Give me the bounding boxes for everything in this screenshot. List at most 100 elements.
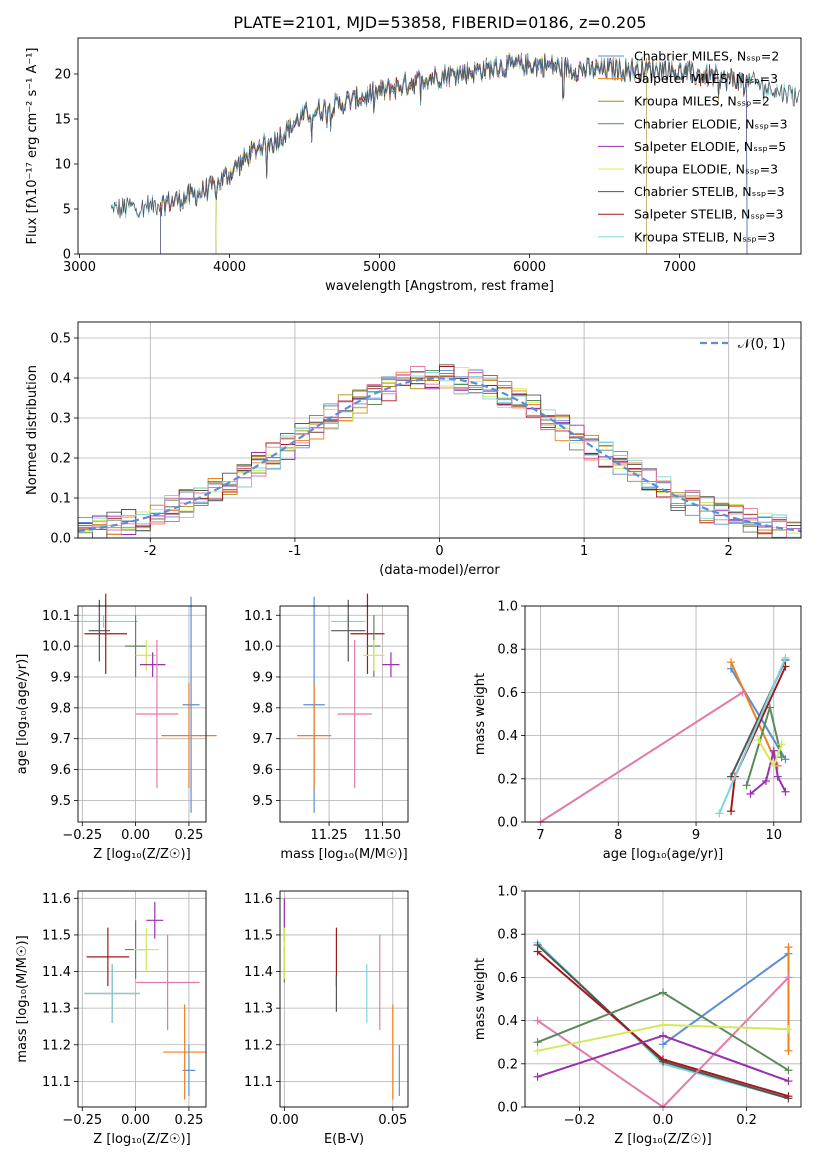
axes-frame [77,37,802,255]
x-tick-label: 0 [435,544,443,559]
y-tick-label: 0.2 [50,452,71,467]
weight-line [730,661,779,767]
x-tick-label: 9 [692,828,700,843]
y-tick-label: 11.4 [42,965,71,980]
y-tick-label: 11.4 [244,965,273,980]
mass-weight-vs-age-plot: 7 8 9 10 0.0 0.2 0.4 0.6 0.8 1.0 age [log₁₀(age/yr… [473,600,802,862]
y-axis-label: mass [log₁₀(M/M☉)] [15,935,30,1062]
y-tick-label: 11.3 [244,1002,273,1017]
spectrum-plot: 3000 4000 5000 6000 7000 0 5 10 15 20 wavelength [… [25,37,802,294]
y-tick-label: 0.3 [50,412,71,427]
y-axis-label: mass weight [473,673,488,755]
residual-histogram-plot: -2 -1 0 1 2 0.0 0.1 0.2 0.3 0.4 0.5 (data-model)/er… [25,321,802,578]
x-tick-label: 11.50 [364,828,401,843]
y-tick-label: 1.0 [497,600,518,615]
x-axis-label: E(B-V) [324,1132,364,1147]
legend-label: Salpeter ELODIE, Nₛₛₚ=5 [634,139,786,154]
x-axis-label: Z [log₁₀(Z/Z☉)] [614,1132,711,1147]
y-tick-label: 9.6 [50,763,71,778]
x-tick-label: 0.2 [736,1113,757,1128]
x-tick-label: 7000 [663,260,696,275]
y-tick-label: 9.5 [252,794,273,809]
axes-frame [279,890,409,1108]
legend-label: 𝒩(0, 1) [738,337,785,352]
y-tick-label: 0.2 [497,772,518,787]
x-tick-label: −0.25 [62,1113,102,1128]
y-tick-label: 10 [54,158,71,173]
y-tick-label: 5 [63,203,71,218]
y-tick-label: 10.0 [42,640,71,655]
y-tick-label: 11.2 [42,1038,71,1053]
x-tick-label: 0.00 [121,1113,150,1128]
y-tick-label: 9.7 [50,732,71,747]
y-tick-label: 1.0 [497,885,518,900]
y-tick-label: 11.1 [42,1075,71,1090]
y-tick-label: 9.5 [50,794,71,809]
x-tick-label: 6000 [513,260,546,275]
x-tick-label: 0.00 [121,828,150,843]
y-axis-label: Flux [fλ10⁻¹⁷ erg cm⁻² s⁻¹ A⁻¹] [25,48,40,245]
y-axis-label: Normed distribution [25,365,40,495]
spectrum-title: PLATE=2101, MJD=53858, FIBERID=0186, z=0… [233,13,646,32]
legend-label: Chabrier MILES, Nₛₛₚ=2 [634,49,779,64]
y-tick-label: 0.2 [497,1057,518,1072]
y-tick-label: 0.0 [50,532,71,547]
y-tick-label: 0.8 [497,928,518,943]
y-tick-label: 0.4 [497,1014,518,1029]
x-axis-label: wavelength [Angstrom, rest frame] [325,279,554,294]
x-tick-label: 5000 [363,260,396,275]
x-tick-label: 0.25 [174,828,203,843]
x-tick-label: 0.25 [174,1113,203,1128]
y-tick-label: 0.1 [50,492,71,507]
y-tick-label: 11.5 [42,928,71,943]
legend-label: Salpeter MILES, Nₛₛₚ=3 [634,71,778,86]
y-tick-label: 9.6 [252,763,273,778]
legend-label: Chabrier ELODIE, Nₛₛₚ=3 [634,116,788,131]
x-axis-label: mass [log₁₀(M/M☉)] [280,847,407,862]
age-vs-metallicity-plot: −0.25 0.00 0.25 9.5 9.6 9.7 9.8 9.9 10.0 10.1 Z [l… [15,593,217,862]
x-tick-label: 2 [725,544,733,559]
y-tick-label: 11.6 [42,892,71,907]
legend-label: Kroupa STELIB, Nₛₛₚ=3 [634,229,775,244]
y-axis-label: age [log₁₀(age/yr)] [15,654,30,775]
legend-label: Chabrier STELIB, Nₛₛₚ=3 [634,184,785,199]
y-tick-label: 0.6 [497,971,518,986]
x-tick-label: 0.0 [653,1113,674,1128]
y-tick-label: 0.0 [497,816,518,831]
x-tick-label: -1 [288,544,301,559]
x-tick-label: 0.00 [270,1113,299,1128]
mass-weight-vs-metallicity-plot: −0.2 0.0 0.2 0.0 0.2 0.4 0.6 0.8 1.0 Z [log₁₀(Z/Z… [473,885,802,1147]
y-tick-label: 0.8 [497,643,518,658]
y-tick-label: 11.2 [244,1038,273,1053]
x-axis-label: Z [log₁₀(Z/Z☉)] [93,1132,190,1147]
y-tick-label: 10.1 [244,609,273,624]
weight-line [539,691,744,823]
x-tick-label: 8 [614,828,622,843]
y-tick-label: 11.3 [42,1002,71,1017]
axes-frame [77,321,802,539]
y-tick-label: 0.4 [497,729,518,744]
y-tick-label: 15 [54,113,71,128]
x-axis-label: (data-model)/error [379,563,500,578]
weight-line [662,952,790,1046]
axes-frame [279,605,409,823]
y-tick-label: 10.1 [42,609,71,624]
x-tick-label: 10 [766,828,783,843]
axes-frame [524,605,802,823]
x-tick-label: −0.25 [62,828,102,843]
y-tick-label: 20 [54,68,71,83]
y-tick-label: 11.5 [244,928,273,943]
x-tick-label: 1 [580,544,588,559]
x-tick-label: 0.05 [378,1113,407,1128]
legend-label: Kroupa ELODIE, Nₛₛₚ=3 [634,162,778,177]
y-tick-label: 9.8 [50,701,71,716]
y-tick-label: 0 [63,248,71,263]
x-tick-label: 7 [536,828,544,843]
mass-vs-ebv-plot: 0.00 0.05 11.1 11.2 11.3 11.4 11.5 11.6 E(B-V) [244,890,409,1147]
y-tick-label: 0.0 [497,1101,518,1116]
y-tick-label: 10.0 [244,640,273,655]
x-tick-label: 3000 [63,260,96,275]
histogram-step [78,366,801,538]
x-tick-label: 4000 [213,260,246,275]
y-tick-label: 9.7 [252,732,273,747]
